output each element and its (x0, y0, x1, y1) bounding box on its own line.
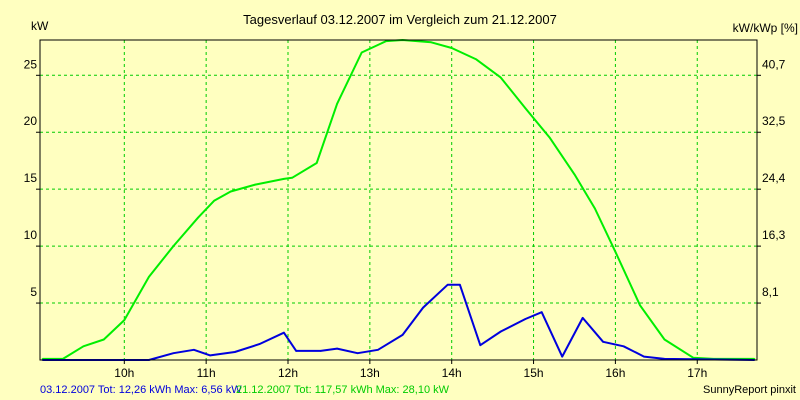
series-1-point (594, 207, 596, 210)
y-tick-label-left: 15 (24, 171, 38, 185)
grid (40, 40, 757, 360)
y-tick-label-left: 20 (24, 114, 38, 128)
y-tick-label-right: 32,5 (762, 114, 786, 128)
series-2-point (336, 347, 338, 350)
series-1-point (692, 356, 694, 359)
y-tick-label-left: 10 (24, 228, 38, 242)
footer-series-1: 03.12.2007 Tot: 12,26 kWh Max: 6,56 kW (40, 384, 242, 396)
series-2-point (581, 317, 584, 319)
series-1-point (283, 178, 285, 180)
series-2-point (479, 344, 482, 347)
series-2-point (295, 350, 298, 352)
series-2-point (234, 351, 236, 353)
series-1-point (430, 41, 433, 44)
series-2-point (663, 358, 666, 360)
series-1-point (524, 107, 527, 110)
series-2-point (602, 341, 604, 343)
series-1-point (213, 199, 216, 202)
x-tick-label: 15h (524, 366, 544, 380)
x-tick-label: 13h (360, 366, 380, 380)
series-2-point (561, 355, 563, 358)
series-1-point (614, 251, 617, 253)
credit: SunnyReport pinxit (703, 384, 796, 396)
series-1-point (639, 304, 641, 307)
x-tick-label: 17h (687, 366, 707, 380)
series-2-point (209, 354, 211, 357)
series-line-1 (42, 39, 755, 360)
series-2-point (172, 352, 175, 355)
series-1-point (172, 245, 175, 247)
series-1-point (82, 345, 85, 348)
x-tick-label: 11h (197, 366, 216, 380)
series-2-point (446, 284, 449, 286)
series-1-point (197, 216, 199, 219)
series-1-point (229, 190, 232, 193)
series-2-point (193, 349, 195, 351)
series-layer (41, 39, 756, 361)
y-axis-right-title: kW/kWp [%] (733, 21, 798, 35)
series-1-point (315, 162, 318, 164)
series-1-point (336, 103, 338, 105)
y-axis-left-title: kW (31, 19, 49, 33)
series-2-point (540, 311, 543, 314)
series-1-point (663, 338, 666, 341)
y-tick-label-right: 16,3 (762, 228, 786, 242)
series-1-point (148, 276, 150, 278)
x-tick-label: 12h (278, 366, 298, 380)
series-1-point (500, 76, 502, 79)
series-2-point (258, 343, 261, 345)
series-2-point (643, 355, 645, 358)
series-2-point (524, 318, 527, 320)
chart-title: Tagesverlauf 03.12.2007 im Vergleich zum… (243, 12, 557, 27)
series-2-point (500, 330, 502, 333)
series-1-point (123, 319, 126, 321)
x-tick-label: 14h (442, 366, 462, 380)
series-1-point (103, 338, 105, 341)
series-1-point (291, 177, 293, 179)
series-1-point (385, 40, 388, 42)
y-tick-label-right: 24,4 (762, 171, 786, 185)
series-1-point (573, 173, 576, 176)
x-tick-label: 10h (114, 366, 134, 380)
ticks: 10h 11h 12h 13h 14h 15h 16h 17h 5 8,1 10 16,3 15 24,4… (24, 57, 786, 380)
y-tick-label-right: 8,1 (762, 285, 779, 299)
y-tick-label-left: 5 (30, 285, 37, 299)
series-2-point (283, 331, 285, 334)
series-1-point (360, 51, 363, 54)
series-1-point (549, 137, 551, 139)
series-1-point (475, 58, 478, 61)
series-2-point (459, 284, 461, 286)
footer-series-2: 21.12.2007 Tot: 117,57 kWh Max: 28,10 kW (236, 384, 450, 396)
plot-frame (39, 39, 758, 361)
y-tick-label-left: 25 (24, 57, 38, 71)
series-line-2 (42, 283, 755, 361)
series-2-point (377, 349, 379, 351)
series-2-point (319, 350, 322, 352)
y-tick-label-right: 40,7 (762, 57, 786, 71)
series-2-point (401, 334, 404, 336)
series-1-point (254, 183, 257, 186)
series-2-point (356, 352, 359, 355)
series-1-point (450, 47, 453, 49)
series-2-point (422, 306, 424, 309)
x-tick-label: 16h (605, 366, 625, 380)
series-2-point (622, 345, 625, 348)
